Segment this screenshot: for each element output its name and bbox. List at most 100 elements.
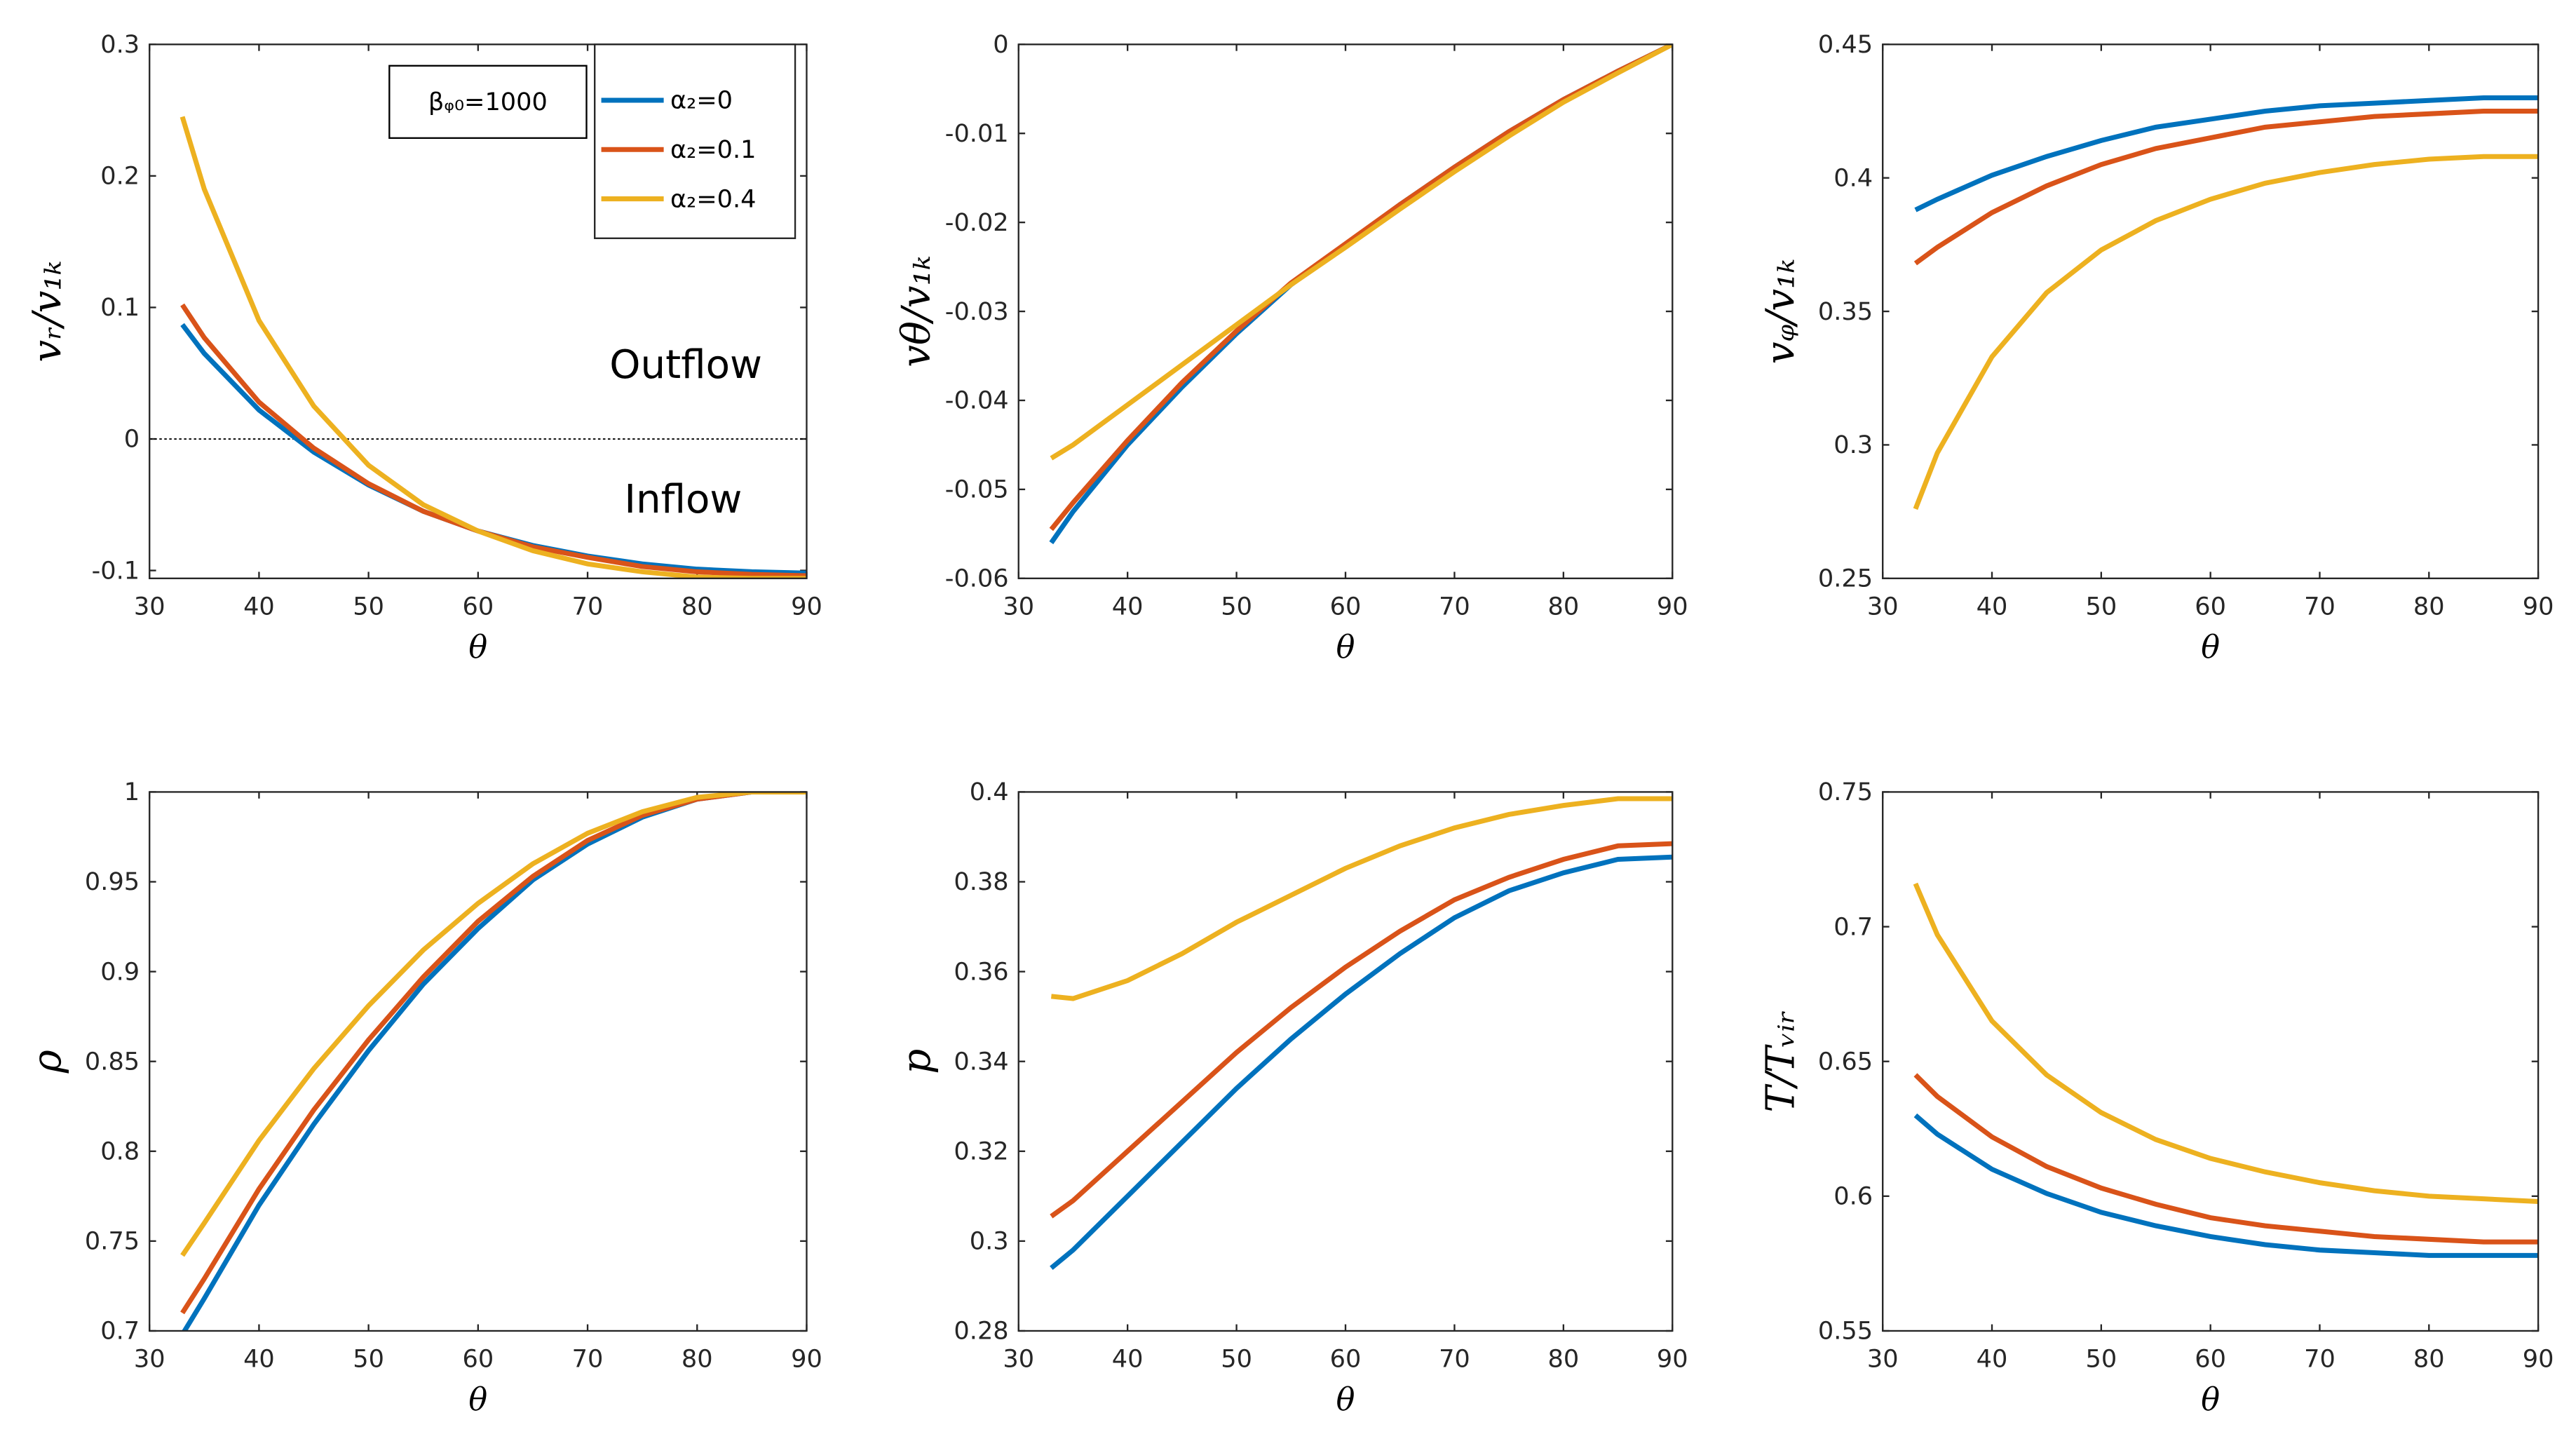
- y-tick-label: 0.32: [954, 1137, 1008, 1166]
- y-tick-label: 0.55: [1818, 1317, 1873, 1346]
- axes-frame: [1017, 43, 1674, 579]
- x-tick-label: 90: [2523, 1345, 2554, 1374]
- y-tick-label: 0.25: [1818, 564, 1873, 593]
- x-tick-label: 40: [1977, 1345, 2008, 1374]
- y-tick-label: 0.75: [1818, 778, 1873, 806]
- x-tick-label: 30: [1867, 1345, 1899, 1374]
- plot-area: [149, 792, 807, 1331]
- x-tick-label: 70: [1439, 1345, 1470, 1374]
- y-tick-label: 0.4: [970, 778, 1009, 806]
- x-tick-label: 60: [2195, 592, 2226, 621]
- x-tick-label: 40: [1977, 592, 2008, 621]
- series-line: [1913, 154, 2539, 510]
- subplot: 30 40 50 60 70 80 90 0.55 0.6 0.65 0.7 0.75 θ T/Tᵥᵢᵣ: [1758, 778, 2554, 1417]
- y-tick-label: 0.7: [1833, 912, 1873, 941]
- series-line: [1913, 1113, 2539, 1258]
- y-tick-label: 0.3: [1833, 431, 1873, 459]
- annotation-box: [388, 65, 588, 140]
- subplot: 30 40 50 60 70 80 90 -0.06 -0.05 -0.04 -0.03 -0.02 -…: [894, 30, 1688, 665]
- y-tick-label: 0.65: [1818, 1047, 1873, 1076]
- y-tick-label: 0.38: [954, 867, 1008, 896]
- y-axis-label: vθ/v₁ₖ: [894, 255, 940, 367]
- x-tick-label: 60: [462, 1345, 494, 1374]
- series-line: [1050, 841, 1673, 1219]
- y-axis-label: vᵣ/v₁ₖ: [25, 261, 71, 363]
- series-line: [1913, 108, 2539, 266]
- x-tick-label: 70: [572, 592, 604, 621]
- x-tick-label: 80: [682, 1345, 713, 1374]
- y-tick-label: 1: [124, 778, 140, 806]
- x-axis-label: θ: [468, 1381, 487, 1417]
- y-tick-label: 0: [124, 425, 140, 454]
- y-tick-label: -0.06: [945, 564, 1009, 593]
- y-tick-label: 0.45: [1818, 30, 1873, 59]
- series-line: [1050, 854, 1673, 1271]
- x-tick-label: 90: [1657, 1345, 1688, 1374]
- y-tick-label: -0.02: [945, 208, 1009, 237]
- y-tick-label: 0.34: [954, 1047, 1008, 1076]
- y-tick-label: -0.1: [92, 556, 140, 585]
- y-tick-label: 0.85: [85, 1047, 140, 1076]
- x-tick-label: 50: [353, 1345, 384, 1374]
- x-tick-label: 30: [1867, 592, 1899, 621]
- series-line: [1050, 796, 1673, 1001]
- y-tick-label: -0.04: [945, 386, 1009, 415]
- x-tick-label: 80: [682, 592, 713, 621]
- y-tick-label: 0.4: [1833, 163, 1873, 192]
- y-tick-label: 0.35: [1818, 297, 1873, 326]
- y-tick-label: 0: [993, 30, 1008, 59]
- plot-area: [1018, 792, 1673, 1331]
- x-tick-label: 60: [1330, 592, 1362, 621]
- x-tick-label: 70: [572, 1345, 604, 1374]
- x-tick-label: 30: [134, 592, 165, 621]
- annotation: Outflow: [609, 342, 762, 388]
- x-tick-label: 60: [1330, 1345, 1362, 1374]
- y-tick-label: 0.95: [85, 867, 140, 896]
- x-tick-label: 50: [1221, 592, 1252, 621]
- x-tick-label: 80: [1548, 1345, 1580, 1374]
- y-tick-label: 0.1: [100, 293, 140, 322]
- annotation: βᵩ₀=1000: [428, 88, 548, 116]
- subplot: 30 40 50 60 70 80 90 0.28 0.3 0.32 0.34 0.36 0.38 0.4…: [894, 778, 1688, 1417]
- series-line: [1913, 882, 2539, 1205]
- x-tick-label: 50: [1221, 1345, 1252, 1374]
- y-tick-label: 0.7: [100, 1317, 140, 1346]
- y-axis-label: vᵩ/v₁ₖ: [1758, 259, 1804, 364]
- x-tick-label: 90: [791, 592, 822, 621]
- x-tick-label: 30: [1003, 1345, 1034, 1374]
- x-tick-label: 80: [2413, 1345, 2445, 1374]
- axes-frame: [149, 791, 808, 1332]
- x-tick-label: 60: [2195, 1345, 2226, 1374]
- x-tick-label: 90: [1657, 592, 1688, 621]
- x-tick-label: 80: [2413, 592, 2445, 621]
- x-tick-label: 90: [791, 1345, 822, 1374]
- series-line: [179, 116, 807, 579]
- x-tick-label: 50: [2085, 1345, 2117, 1374]
- axes-frame: [1882, 43, 2540, 579]
- y-tick-label: -0.03: [945, 297, 1009, 326]
- x-tick-label: 50: [2085, 592, 2117, 621]
- y-tick-label: 0.9: [100, 957, 140, 986]
- legend-box: [594, 43, 796, 239]
- y-tick-label: 0.8: [100, 1137, 140, 1166]
- plot-area: [1018, 44, 1673, 579]
- series-line: [1050, 44, 1673, 461]
- x-axis-label: θ: [2201, 1381, 2220, 1417]
- x-tick-label: 70: [1439, 592, 1470, 621]
- x-tick-label: 40: [1112, 592, 1144, 621]
- y-tick-label: -0.01: [945, 119, 1009, 148]
- axes-frame: [1017, 791, 1674, 1332]
- y-tick-label: 0.2: [100, 162, 140, 191]
- y-axis-label: T/Tᵥᵢᵣ: [1758, 1010, 1804, 1113]
- axes-frame: [1882, 791, 2540, 1332]
- y-tick-label: -0.05: [945, 475, 1009, 504]
- legend-label: α₂=0.4: [670, 184, 757, 213]
- x-axis-label: θ: [2201, 629, 2220, 665]
- plot-area: [1883, 44, 2539, 579]
- x-tick-label: 50: [353, 592, 384, 621]
- annotation: Inflow: [624, 477, 742, 522]
- x-tick-label: 90: [2523, 592, 2554, 621]
- x-axis-label: θ: [1336, 1381, 1355, 1417]
